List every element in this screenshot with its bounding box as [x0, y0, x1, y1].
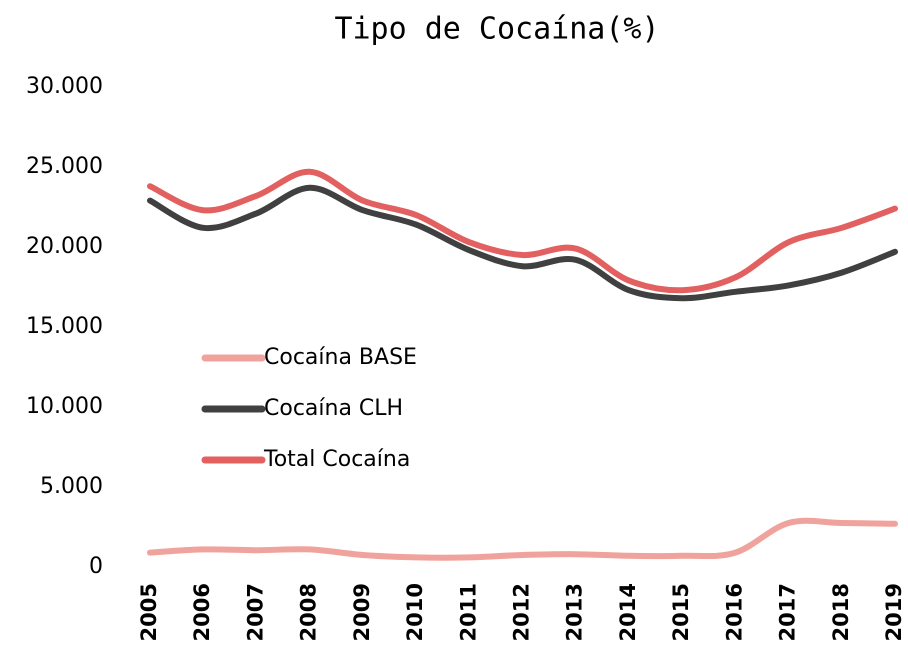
x-tick-label: 2016 — [722, 583, 746, 641]
x-tick-label: 2009 — [350, 583, 374, 641]
x-tick-label: 2014 — [616, 583, 640, 641]
y-tick-label: 15.000 — [26, 314, 103, 339]
line-series — [147, 184, 898, 302]
legend-label: Cocaína CLH — [264, 396, 403, 421]
x-tick-label: 2011 — [456, 583, 480, 641]
y-tick-label: 25.000 — [26, 154, 103, 179]
x-tick-label: 2012 — [510, 583, 534, 641]
x-tick-label: 2013 — [563, 583, 587, 641]
x-tick-label: 2008 — [297, 583, 321, 641]
y-tick-label: 30.000 — [26, 74, 103, 99]
x-tick-label: 2007 — [243, 583, 267, 641]
legend-label: Cocaína BASE — [264, 345, 417, 370]
y-tick-label: 10.000 — [26, 394, 103, 419]
line-series — [147, 168, 898, 294]
y-tick-label: 20.000 — [26, 234, 103, 259]
line-series — [147, 517, 898, 561]
x-tick-label: 2015 — [669, 583, 693, 641]
chart-title: Tipo de Cocaína(%) — [334, 12, 659, 47]
x-tick-label: 2006 — [190, 583, 214, 641]
x-tick-label: 2005 — [137, 583, 161, 641]
x-tick-label: 2010 — [403, 583, 427, 641]
legend-label: Total Cocaína — [263, 447, 410, 472]
x-tick-label: 2017 — [776, 583, 800, 641]
x-tick-label: 2019 — [882, 583, 906, 641]
x-tick-label: 2018 — [829, 583, 853, 641]
y-tick-label: 0 — [89, 554, 103, 579]
y-tick-label: 5.000 — [40, 474, 103, 499]
